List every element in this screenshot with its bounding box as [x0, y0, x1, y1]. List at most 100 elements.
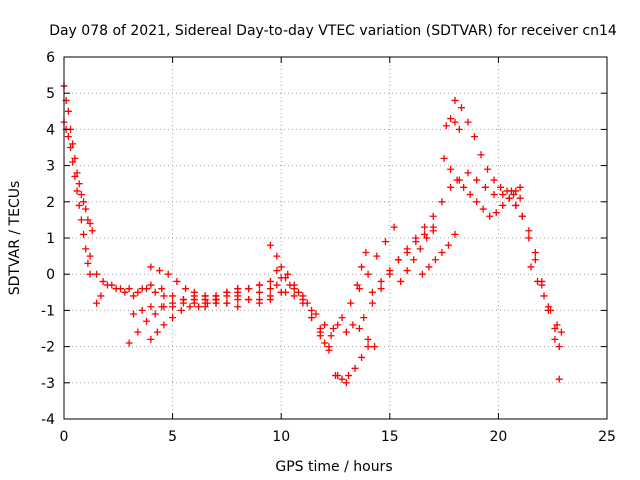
y-tick-label: -2 [41, 340, 55, 356]
data-point [347, 299, 355, 307]
data-point [531, 248, 539, 256]
data-point [316, 332, 324, 340]
data-point [160, 292, 168, 300]
data-point [93, 299, 101, 307]
data-point [312, 310, 320, 318]
data-point [73, 169, 81, 177]
data-point [64, 133, 72, 141]
series-arc-24 [447, 169, 524, 199]
data-point [212, 296, 220, 304]
x-tick-label: 20 [489, 429, 507, 445]
data-point [71, 172, 79, 180]
data-point [332, 372, 339, 380]
data-point [551, 325, 559, 332]
data-point [338, 375, 346, 383]
y-tick-label: -3 [41, 376, 55, 392]
data-point [447, 165, 455, 173]
data-point [533, 277, 541, 285]
data-point [394, 256, 402, 264]
data-point [390, 223, 398, 231]
series-arc-13 [273, 267, 333, 351]
data-point [334, 321, 342, 329]
data-point [64, 107, 72, 115]
data-point [134, 328, 142, 336]
data-point [266, 296, 274, 304]
data-point [186, 303, 194, 311]
data-point [153, 328, 161, 336]
data-point [423, 234, 431, 242]
data-point [473, 176, 481, 184]
y-tick-label: 2 [46, 195, 55, 211]
data-point [416, 245, 424, 253]
data-point [438, 248, 446, 256]
data-point [447, 115, 455, 123]
data-point [342, 328, 350, 336]
data-point [125, 285, 133, 293]
data-point [273, 281, 281, 289]
data-point [429, 212, 437, 220]
data-point [512, 201, 520, 209]
data-point [351, 364, 359, 372]
data-point [447, 183, 455, 191]
data-point [77, 216, 85, 224]
series-arc-4 [93, 281, 166, 307]
data-point [182, 285, 190, 293]
data-point [349, 321, 357, 329]
data-point [160, 321, 168, 329]
data-point [245, 285, 253, 293]
x-tick-label: 10 [272, 429, 290, 445]
data-point [325, 343, 333, 351]
data-point [457, 104, 465, 112]
data-point [164, 270, 172, 278]
data-point [364, 270, 372, 278]
data-point [69, 158, 77, 166]
data-point [321, 321, 329, 329]
data-point [286, 281, 294, 289]
data-point [497, 183, 505, 191]
y-tick-label: 5 [46, 86, 55, 102]
data-point [451, 230, 459, 238]
data-point [403, 248, 411, 256]
data-point [203, 299, 211, 307]
data-point [364, 335, 372, 343]
data-point [455, 176, 463, 184]
data-point [355, 325, 363, 332]
data-point [201, 292, 209, 300]
data-point [266, 285, 274, 293]
data-point [158, 303, 166, 311]
data-point [82, 245, 90, 253]
data-point [329, 325, 337, 332]
data-point [173, 277, 181, 285]
data-point [80, 230, 88, 238]
data-point [429, 227, 437, 235]
y-tick-label: -4 [41, 412, 55, 428]
data-point [440, 154, 448, 162]
data-point [555, 343, 563, 351]
data-point [481, 183, 489, 191]
x-axis-label: GPS time / hours [275, 459, 392, 475]
data-point [86, 270, 94, 278]
y-tick-label: 1 [46, 231, 55, 247]
data-point [277, 263, 285, 271]
data-point [464, 169, 472, 177]
data-point [321, 339, 329, 347]
series-arc-25 [442, 115, 463, 133]
y-axis-label: SDTVAR / TECUs [7, 181, 23, 296]
data-point [451, 96, 459, 104]
data-point [421, 223, 429, 231]
series-arc-14 [277, 223, 398, 332]
data-point [492, 209, 500, 217]
data-point [386, 267, 394, 275]
data-point [507, 187, 515, 195]
data-point [473, 198, 481, 206]
data-point [540, 292, 548, 300]
data-point [282, 288, 290, 296]
data-point [151, 310, 159, 318]
data-point [371, 343, 379, 351]
data-point [308, 314, 316, 322]
x-tick-label: 15 [381, 429, 399, 445]
data-point [299, 296, 307, 304]
series-arc-1 [60, 82, 96, 235]
data-point [84, 216, 92, 224]
